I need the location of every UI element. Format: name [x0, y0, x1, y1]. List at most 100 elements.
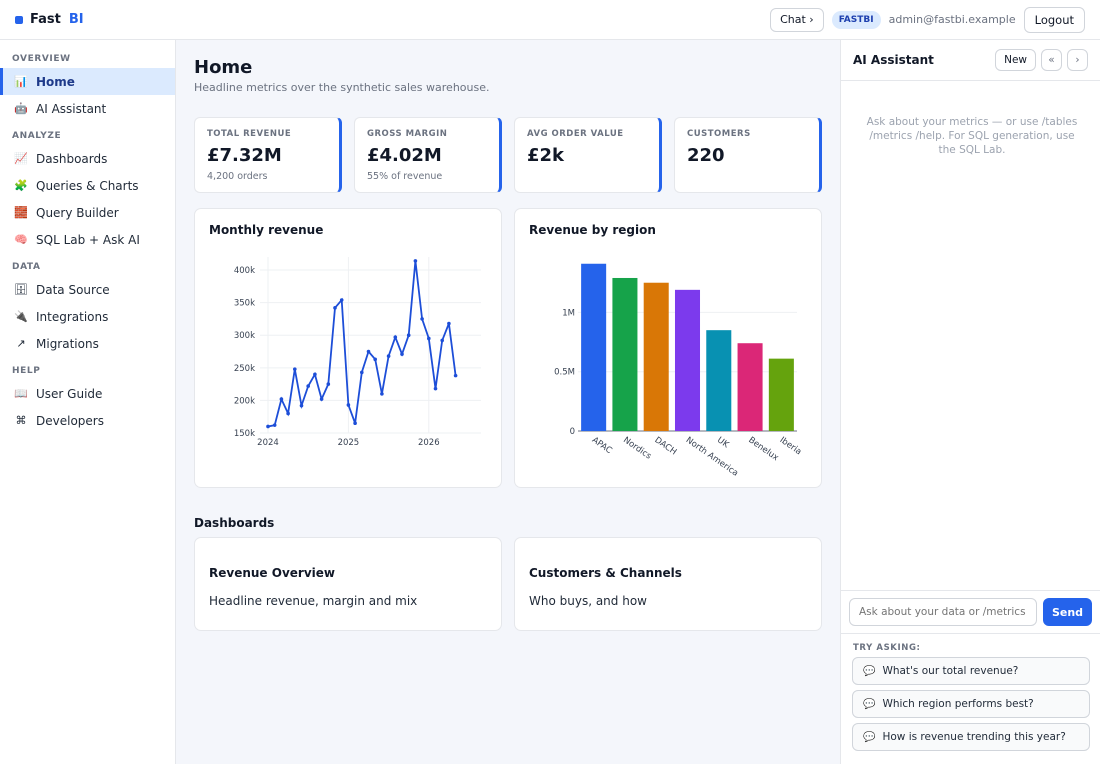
sidebar-item-queries-charts[interactable]: 🧩 Queries & Charts — [0, 172, 175, 199]
monthly-revenue-card: Monthly revenue 150k 200k 250k 300k 350k 400k… — [194, 208, 502, 488]
kpi-value: 220 — [687, 145, 725, 166]
logo-square-icon — [15, 15, 23, 24]
sidebar-item-label: Dashboards — [36, 151, 108, 166]
data-point — [380, 392, 384, 396]
x-tick-label: Nordics — [621, 435, 653, 462]
database-icon: 🗄 — [14, 283, 28, 296]
suggestion-chip[interactable]: 💬 How is revenue trending this year? — [852, 723, 1090, 751]
dashboard-card-revenue-overview[interactable]: Revenue Overview Headline revenue, margi… — [194, 537, 502, 631]
assistant-input-row: Send — [841, 590, 1100, 634]
sidebar-item-label: Query Builder — [36, 205, 119, 220]
dashboard-title: Customers & Channels — [529, 566, 682, 580]
data-point — [366, 349, 371, 354]
kpi-value: £2k — [527, 145, 565, 166]
data-point — [313, 372, 317, 377]
y-tick-label: 400k — [234, 266, 255, 276]
x-tick-label: 2025 — [338, 438, 360, 448]
sidebar-item-label: Queries & Charts — [36, 178, 139, 193]
sidebar-item-data-source[interactable]: 🗄 Data Source — [0, 276, 175, 303]
chart-title: Revenue by region — [529, 223, 656, 237]
sidebar-item-label: Integrations — [36, 309, 109, 324]
speech-bubble-icon: 💬 — [863, 731, 876, 743]
bar-dach — [643, 282, 669, 431]
sidebar-item-label: Home — [36, 74, 75, 89]
data-point — [306, 384, 310, 388]
brand-suffix: BI — [68, 12, 84, 27]
suggestion-chip[interactable]: 💬 What's our total revenue? — [852, 657, 1090, 685]
y-tick-label: 0 — [570, 427, 575, 437]
bar-nordics — [612, 277, 638, 431]
speech-bubble-icon: 💬 — [863, 665, 876, 677]
sidebar: OVERVIEW 📊 Home 🤖 AI Assistant ANALYZE 📈 Da… — [0, 40, 176, 764]
data-point — [339, 298, 344, 302]
dashboard-description: Who buys, and how — [529, 594, 647, 608]
sidebar-item-dashboards[interactable]: 📈 Dashboards — [0, 145, 175, 172]
data-point — [413, 259, 418, 263]
app-logo[interactable]: Fast BI — [15, 12, 84, 27]
suggestion-chip[interactable]: 💬 Which region performs best? — [852, 690, 1090, 718]
x-tick-label: Iberia — [778, 435, 804, 457]
x-tick-label: 2024 — [257, 438, 279, 448]
sidebar-section-data: DATA — [12, 262, 41, 272]
sidebar-item-label: User Guide — [36, 386, 103, 401]
bar-iberia — [768, 358, 794, 431]
sidebar-item-developers[interactable]: ⌘ Developers — [0, 407, 175, 434]
data-point — [400, 352, 404, 356]
sidebar-section-analyze: ANALYZE — [12, 131, 62, 141]
trend-chart-icon: 📈 — [14, 152, 28, 165]
chat-button[interactable]: Chat › — [770, 7, 824, 32]
data-point — [453, 373, 458, 378]
suggestion-text: Which region performs best? — [882, 698, 1034, 710]
y-tick-label: 350k — [234, 299, 255, 309]
data-point — [346, 403, 351, 407]
try-asking-label: TRY ASKING: — [853, 643, 921, 653]
x-tick-label: DACH — [652, 435, 678, 457]
sidebar-item-user-guide[interactable]: 📖 User Guide — [0, 380, 175, 407]
assistant-empty-state: Ask about your metrics — or use /tables … — [866, 116, 1078, 156]
data-point — [386, 354, 391, 358]
monthly-revenue-chart: 150k 200k 250k 300k 350k 400k 2024 2025 2026 — [234, 257, 481, 448]
kpi-value: £4.02M — [367, 145, 442, 166]
data-point — [393, 335, 398, 339]
bar-benelux — [737, 343, 763, 431]
plug-icon: 🔌 — [14, 310, 28, 323]
kpi-label: CUSTOMERS — [687, 129, 751, 139]
x-tick-label: Benelux — [746, 435, 780, 463]
new-chat-button[interactable]: New — [995, 49, 1036, 71]
dashboard-card-customers-channels[interactable]: Customers & Channels Who buys, and how — [514, 537, 822, 631]
data-point — [319, 397, 324, 401]
assistant-chat-input[interactable] — [849, 598, 1037, 626]
sidebar-item-integrations[interactable]: 🔌 Integrations — [0, 303, 175, 330]
bar-chart-icon: 📊 — [14, 75, 28, 88]
y-tick-label: 1M — [562, 308, 575, 318]
dashboard-description: Headline revenue, margin and mix — [209, 594, 418, 608]
x-tick-label: UK — [715, 435, 731, 450]
data-point — [447, 321, 451, 326]
x-tick-label: North America — [684, 435, 740, 478]
send-button[interactable]: Send — [1043, 598, 1092, 626]
sidebar-item-query-builder[interactable]: 🧱 Query Builder — [0, 199, 175, 226]
sidebar-item-migrations[interactable]: ↗ Migrations — [0, 330, 175, 357]
sidebar-item-ai-assistant[interactable]: 🤖 AI Assistant — [0, 95, 175, 122]
tenant-badge: FASTBI — [831, 10, 881, 29]
data-point — [433, 386, 438, 391]
x-tick-label: 2026 — [418, 438, 440, 448]
ai-assistant-panel: AI Assistant New « › Ask about your metr… — [840, 40, 1100, 764]
assistant-title: AI Assistant — [853, 53, 934, 67]
dashboards-heading: Dashboards — [194, 516, 275, 530]
revenue-line — [267, 260, 457, 428]
data-point — [360, 370, 364, 375]
history-back-button[interactable]: « — [1041, 49, 1062, 71]
sidebar-item-sql-lab[interactable]: 🧠 SQL Lab + Ask AI — [0, 226, 175, 253]
y-tick-label: 250k — [234, 364, 255, 374]
speech-bubble-icon: 💬 — [863, 698, 876, 710]
data-point — [293, 367, 297, 371]
history-forward-button[interactable]: › — [1067, 49, 1088, 71]
logout-button[interactable]: Logout — [1023, 6, 1085, 33]
command-icon: ⌘ — [15, 414, 27, 427]
suggestion-text: What's our total revenue? — [882, 665, 1019, 677]
sidebar-item-home[interactable]: 📊 Home — [0, 68, 175, 95]
sidebar-item-label: Migrations — [36, 336, 99, 351]
data-point — [299, 403, 304, 408]
